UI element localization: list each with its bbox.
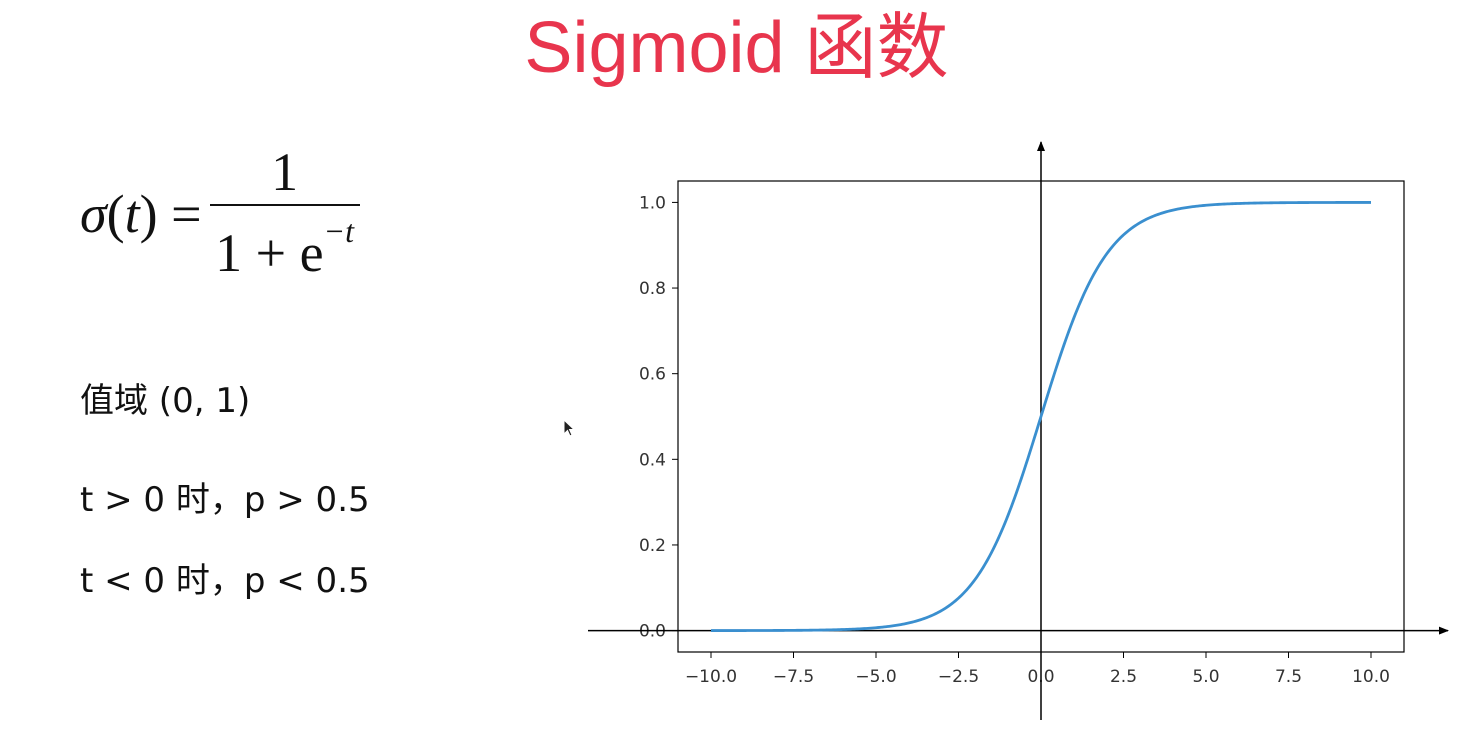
formula-denominator-base: 1 + e bbox=[215, 223, 324, 283]
sigmoid-curve bbox=[711, 201, 1371, 632]
x-tick-label: −5.0 bbox=[855, 667, 896, 687]
y-tick-label: 0.6 bbox=[639, 365, 666, 385]
formula-exponent: −t bbox=[323, 213, 355, 249]
x-tick-label: 5.0 bbox=[1192, 667, 1219, 687]
sigmoid-formula: σ(t) = 1 1 + e−t bbox=[80, 140, 360, 288]
formula-denominator: 1 + e−t bbox=[215, 206, 354, 288]
formula-variable: t bbox=[124, 184, 140, 244]
y-tick-label: 0.4 bbox=[639, 450, 666, 470]
note-negative: t < 0 时，p < 0.5 bbox=[80, 561, 370, 601]
x-tick-label: 7.5 bbox=[1275, 667, 1302, 687]
x-tick-label: −10.0 bbox=[685, 667, 737, 687]
y-tick-label: 0.8 bbox=[639, 279, 666, 299]
note-range: 值域 (0, 1) bbox=[80, 381, 251, 421]
x-tick-label: 2.5 bbox=[1110, 667, 1137, 687]
y-tick-label: 0.0 bbox=[639, 622, 666, 642]
x-tick-label: −7.5 bbox=[773, 667, 814, 687]
formula-sigma: σ bbox=[80, 184, 107, 244]
formula-fraction: 1 1 + e−t bbox=[209, 140, 360, 288]
fraction-bar bbox=[209, 204, 360, 206]
formula-numerator: 1 bbox=[271, 142, 299, 202]
slide-title: Sigmoid 函数 bbox=[524, 8, 949, 88]
note-positive: t > 0 时，p > 0.5 bbox=[80, 480, 370, 520]
y-tick-label: 0.2 bbox=[639, 536, 666, 556]
x-tick-label: 10.0 bbox=[1352, 667, 1390, 687]
formula-lhs: σ(t) = bbox=[80, 184, 202, 244]
mouse-cursor-icon bbox=[563, 419, 576, 437]
y-tick-label: 1.0 bbox=[639, 193, 666, 213]
x-tick-label: −2.5 bbox=[938, 667, 979, 687]
